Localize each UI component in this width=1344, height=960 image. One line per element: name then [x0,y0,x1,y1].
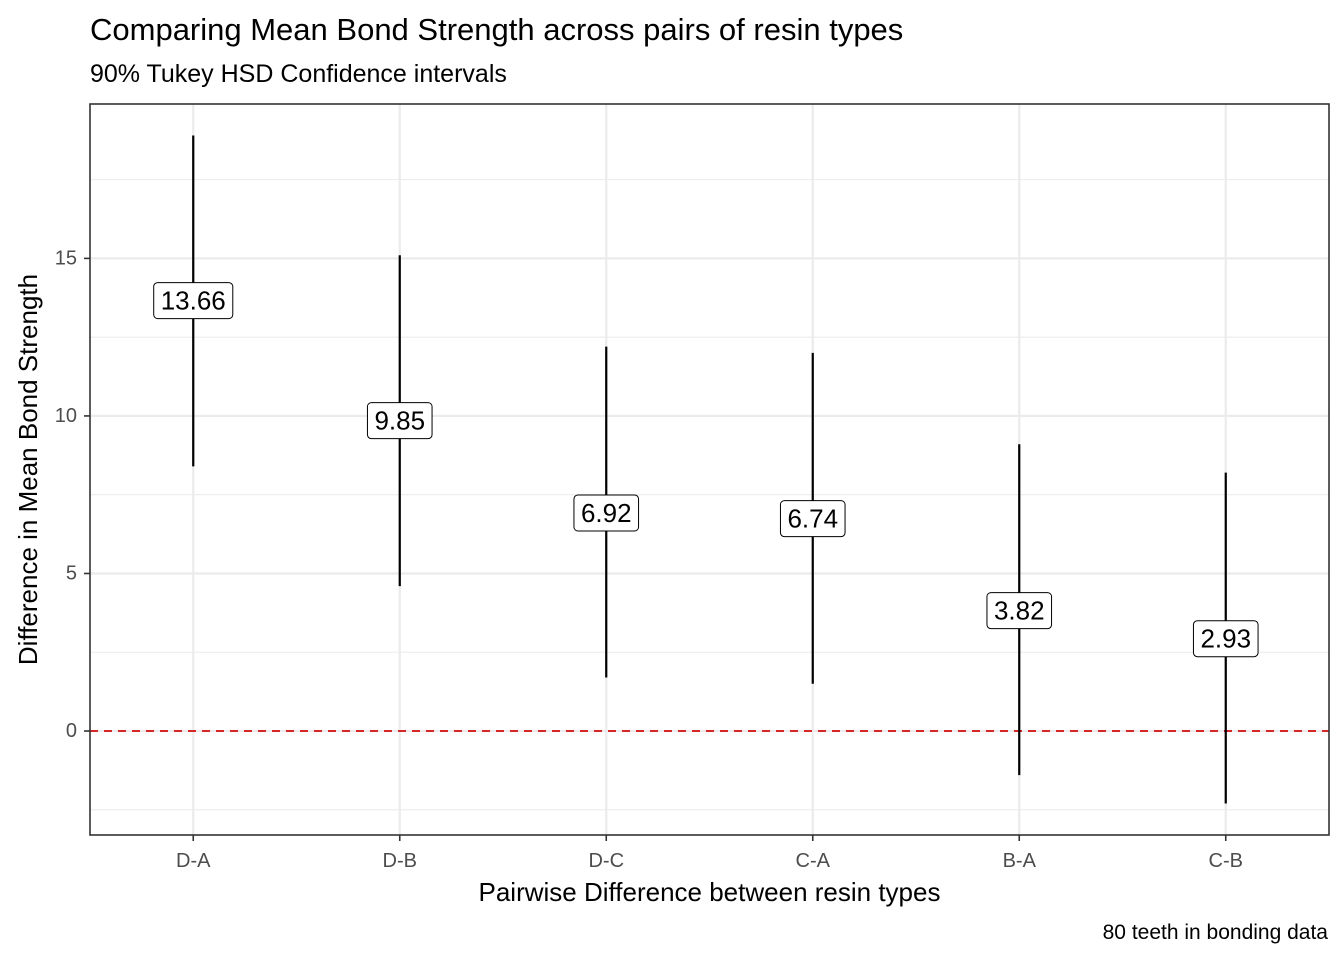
estimate-label-d-b: 9.85 [366,402,433,440]
y-tick-label: 10 [55,405,77,427]
chart-caption: 80 teeth in bonding data [1102,921,1328,944]
estimate-label-text: 9.85 [374,406,425,436]
x-tick-label: D-A [176,850,211,872]
estimate-label-text: 3.82 [994,596,1045,626]
label-layer: 13.66 9.85 6.92 6.74 3.82 2.93 [153,282,1259,658]
estimate-label-box [573,494,640,532]
y-tick-label: 0 [66,720,77,742]
interval-layer [192,135,1227,804]
estimate-label-text: 13.66 [161,286,226,316]
estimate-label-box [153,282,234,320]
estimate-label-text: 6.92 [581,498,632,528]
x-axis-title: Pairwise Difference between resin types [479,877,941,907]
estimate-label-b-a: 3.82 [986,592,1053,630]
estimate-label-box [779,500,846,538]
chart-title: Comparing Mean Bond Strength across pair… [90,12,904,47]
y-axis-ticks: 0 5 10 15 [55,247,90,742]
estimate-label-box [1192,620,1259,658]
y-axis-title: Difference in Mean Bond Strength [13,274,43,665]
estimate-label-d-a: 13.66 [153,282,234,320]
x-tick-label: B-A [1003,850,1037,872]
estimate-label-c-a: 6.74 [779,500,846,538]
chart-subtitle: 90% Tukey HSD Confidence intervals [90,60,507,88]
estimate-label-d-c: 6.92 [573,494,640,532]
x-tick-label: C-A [796,850,831,872]
x-axis-ticks: D-A D-B D-C C-A B-A C-B [176,835,1243,872]
y-tick-label: 15 [55,247,77,269]
estimate-label-text: 6.74 [787,504,838,534]
panel-border [89,103,1330,836]
estimate-label-text: 2.93 [1200,624,1251,654]
x-tick-label: C-B [1209,850,1243,872]
estimate-label-box [366,402,433,440]
grid-layer [90,104,1329,835]
estimate-label-box [986,592,1053,630]
estimate-label-c-b: 2.93 [1192,620,1259,658]
x-tick-label: D-B [383,850,417,872]
x-tick-label: D-C [588,850,624,872]
y-tick-label: 5 [66,562,77,584]
